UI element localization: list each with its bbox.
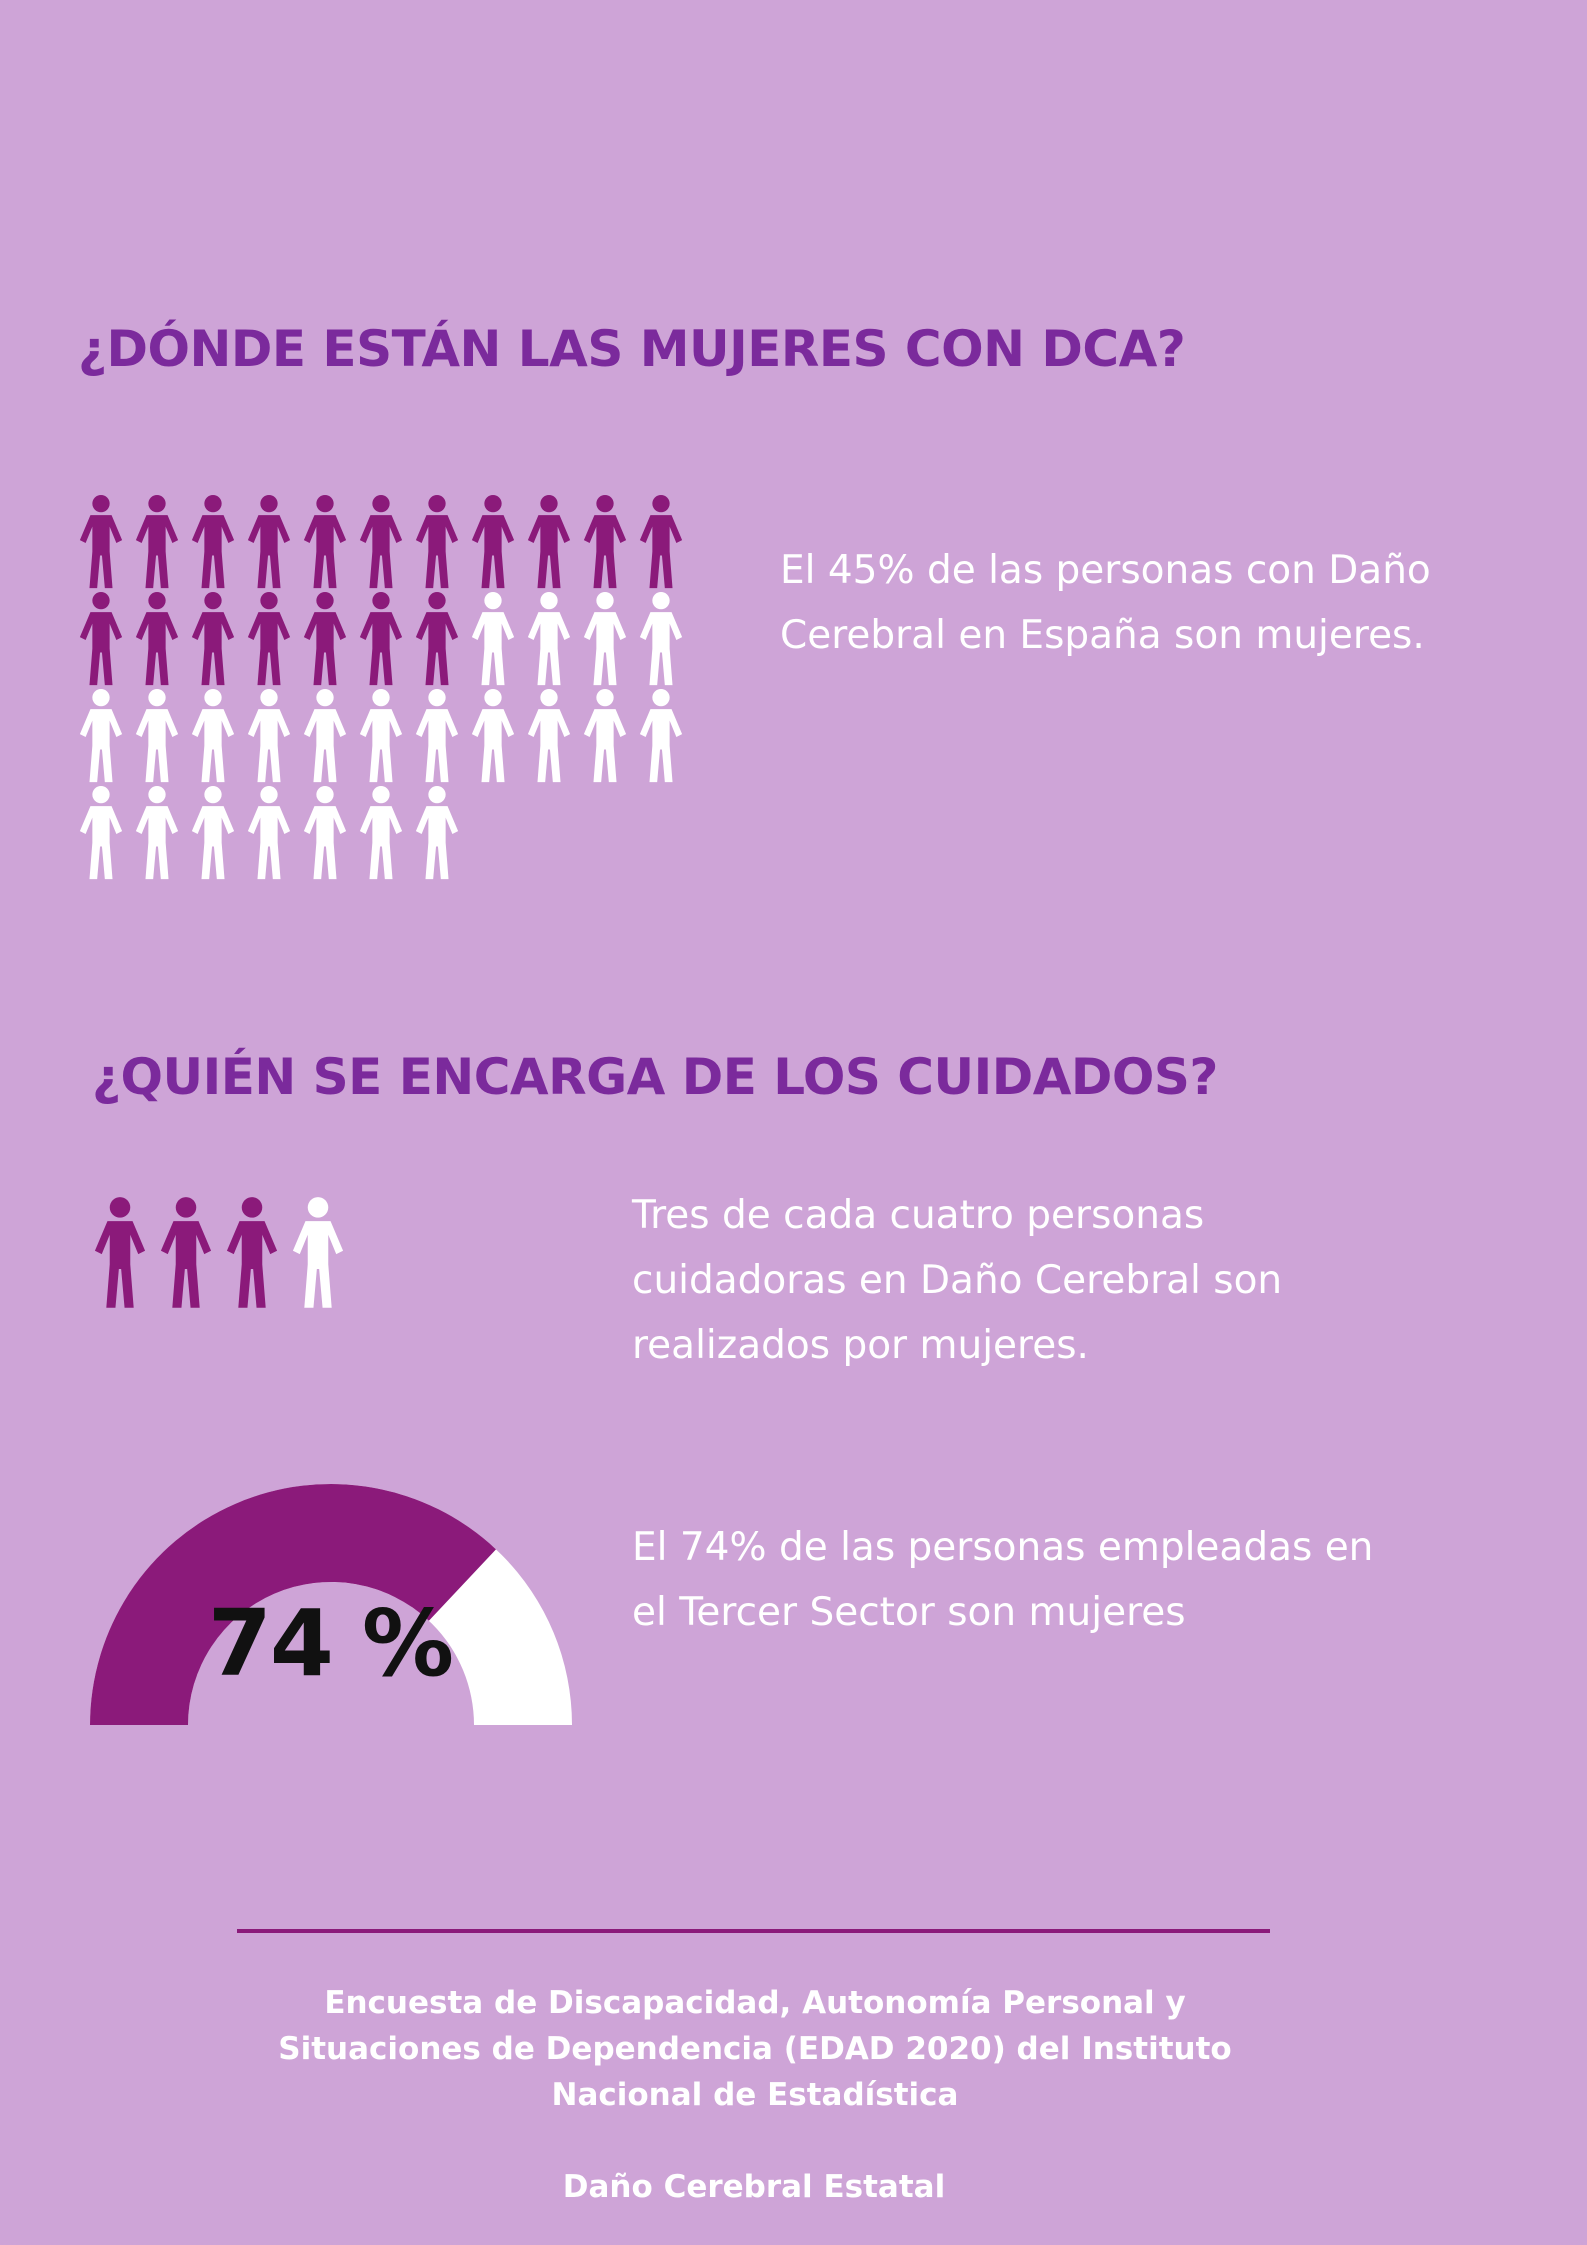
person-icon: [639, 591, 683, 686]
caregivers-text: Tres de cada cuatro personas cuidadoras …: [632, 1193, 1283, 1368]
person-icon: [135, 591, 179, 686]
person-icon: [226, 1197, 278, 1308]
person-icon: [527, 591, 571, 686]
person-icon: [415, 688, 459, 783]
person-icon: [79, 494, 123, 589]
person-icon: [191, 785, 235, 880]
person-icon: [583, 591, 627, 686]
person-icon: [94, 1197, 146, 1308]
person-icon: [247, 591, 291, 686]
person-icon: [191, 494, 235, 589]
person-icon: [359, 785, 403, 880]
person-icon: [303, 591, 347, 686]
person-icon: [359, 494, 403, 589]
person-icon: [415, 591, 459, 686]
person-icon: [247, 688, 291, 783]
footer-divider: [237, 1929, 1270, 1933]
person-icon: [527, 688, 571, 783]
person-icon: [471, 591, 515, 686]
source-citation: Encuesta de Discapacidad, Autonomía Pers…: [278, 1985, 1232, 2113]
gauge-value-label: 74 %: [207, 1590, 454, 1697]
person-icon: [639, 688, 683, 783]
person-icon: [191, 688, 235, 783]
person-icon: [359, 591, 403, 686]
person-icon: [247, 494, 291, 589]
section-title-mujeres-dca: ¿DÓNDE ESTÁN LAS MUJERES CON DCA?: [78, 320, 1186, 378]
person-icon: [639, 494, 683, 589]
person-icon: [471, 494, 515, 589]
person-icon: [160, 1197, 212, 1308]
person-icon: [415, 785, 459, 880]
person-icon: [583, 494, 627, 589]
caregivers-pictogram: [90, 1196, 360, 1316]
person-icon: [583, 688, 627, 783]
person-icon: [303, 688, 347, 783]
person-icon: [303, 785, 347, 880]
person-icon: [135, 688, 179, 783]
person-icon: [247, 785, 291, 880]
person-icon: [471, 688, 515, 783]
person-icon: [415, 494, 459, 589]
person-icon: [135, 785, 179, 880]
employment-gauge: [90, 1484, 572, 1725]
person-icon: [79, 688, 123, 783]
section-title-cuidados: ¿QUIÉN SE ENCARGA DE LOS CUIDADOS?: [92, 1048, 1218, 1106]
person-icon: [303, 494, 347, 589]
person-icon: [79, 785, 123, 880]
gauge-fill: [90, 1484, 496, 1725]
person-icon: [527, 494, 571, 589]
third-sector-text: El 74% de las personas empleadas en el T…: [632, 1525, 1374, 1635]
person-icon: [359, 688, 403, 783]
organization-name: Daño Cerebral Estatal: [562, 2169, 946, 2205]
person-icon: [135, 494, 179, 589]
person-icon: [191, 591, 235, 686]
person-icon: [292, 1197, 344, 1308]
women-share-pictogram: [76, 494, 696, 884]
person-icon: [79, 591, 123, 686]
women-share-text: El 45% de las personas con Daño Cerebral…: [780, 548, 1431, 658]
